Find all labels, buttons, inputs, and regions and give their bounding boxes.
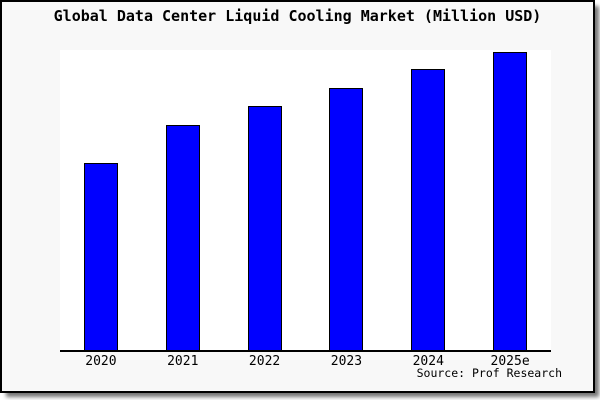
bar-2024	[411, 68, 446, 350]
x-tick-2022: 2022	[248, 354, 281, 369]
x-tick-labels: 2020 2021 2022 2023 2024 2025e	[60, 354, 551, 370]
chart-title: Global Data Center Liquid Cooling Market…	[53, 7, 542, 25]
bar-2023	[329, 87, 364, 350]
x-tick-2020: 2020	[85, 354, 117, 369]
bar-2025e	[493, 51, 528, 350]
x-tick-2024: 2024	[412, 354, 444, 369]
bar-2022	[247, 106, 282, 350]
bar-2021	[165, 125, 200, 350]
x-tick-2025e: 2025e	[490, 354, 530, 369]
bar-2020	[83, 162, 118, 350]
x-axis-line	[60, 350, 551, 352]
source-credit: Source: Prof Research	[416, 366, 562, 380]
chart-frame: Global Data Center Liquid Cooling Market…	[0, 0, 595, 393]
x-tick-2021: 2021	[167, 354, 199, 369]
plot-area	[60, 50, 551, 352]
x-tick-2023: 2023	[330, 354, 363, 369]
